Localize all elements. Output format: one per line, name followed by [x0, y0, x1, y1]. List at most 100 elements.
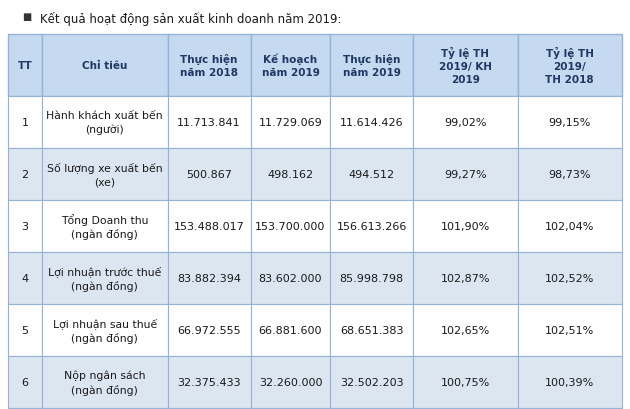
- Text: 83.882.394: 83.882.394: [177, 273, 241, 283]
- Text: 102,51%: 102,51%: [545, 325, 595, 335]
- Bar: [8, 304, 42, 356]
- Text: 498.162: 498.162: [267, 170, 314, 180]
- Text: 11.713.841: 11.713.841: [177, 118, 241, 128]
- Bar: [168, 356, 251, 408]
- Bar: [251, 97, 330, 148]
- Bar: [518, 97, 622, 148]
- Text: Nộp ngân sách
(ngàn đồng): Nộp ngân sách (ngàn đồng): [64, 370, 146, 395]
- Text: 4: 4: [21, 273, 28, 283]
- Bar: [8, 97, 42, 148]
- Text: 32.260.000: 32.260.000: [259, 377, 322, 387]
- Text: 85.998.798: 85.998.798: [340, 273, 404, 283]
- Text: 66.972.555: 66.972.555: [177, 325, 241, 335]
- Bar: [8, 35, 42, 97]
- Text: Tỷ lệ TH
2019/ KH
2019: Tỷ lệ TH 2019/ KH 2019: [439, 47, 492, 85]
- Text: Kế hoạch
năm 2019: Kế hoạch năm 2019: [261, 54, 319, 78]
- Bar: [518, 200, 622, 252]
- Bar: [168, 35, 251, 97]
- Bar: [42, 200, 168, 252]
- Text: 101,90%: 101,90%: [441, 221, 490, 231]
- Bar: [518, 356, 622, 408]
- Bar: [330, 408, 413, 409]
- Text: 11.729.069: 11.729.069: [258, 118, 323, 128]
- Bar: [413, 356, 518, 408]
- Bar: [8, 252, 42, 304]
- Text: Tỷ lệ TH
2019/
TH 2018: Tỷ lệ TH 2019/ TH 2018: [546, 47, 594, 85]
- Bar: [518, 304, 622, 356]
- Bar: [330, 148, 413, 200]
- Text: 11.614.426: 11.614.426: [340, 118, 404, 128]
- Bar: [8, 408, 42, 409]
- Text: 102,65%: 102,65%: [441, 325, 490, 335]
- Text: 100,39%: 100,39%: [545, 377, 595, 387]
- Text: Thực hiện
năm 2018: Thực hiện năm 2018: [180, 54, 238, 78]
- Text: 68.651.383: 68.651.383: [340, 325, 404, 335]
- Bar: [251, 356, 330, 408]
- Bar: [168, 148, 251, 200]
- Bar: [413, 148, 518, 200]
- Bar: [518, 408, 622, 409]
- Text: 500.867: 500.867: [186, 170, 232, 180]
- Text: 156.613.266: 156.613.266: [336, 221, 407, 231]
- Bar: [330, 200, 413, 252]
- Bar: [518, 148, 622, 200]
- Bar: [413, 35, 518, 97]
- Bar: [8, 148, 42, 200]
- Bar: [251, 200, 330, 252]
- Bar: [42, 304, 168, 356]
- Bar: [251, 148, 330, 200]
- Text: 83.602.000: 83.602.000: [259, 273, 322, 283]
- Bar: [330, 356, 413, 408]
- Bar: [413, 252, 518, 304]
- Bar: [8, 356, 42, 408]
- Text: 5: 5: [21, 325, 28, 335]
- Text: Lợi nhuận trước thuế
(ngàn đồng): Lợi nhuận trước thuế (ngàn đồng): [48, 265, 161, 291]
- Bar: [8, 200, 42, 252]
- Text: Số lượng xe xuất bến
(xe): Số lượng xe xuất bến (xe): [47, 162, 163, 187]
- Text: Chỉ tiêu: Chỉ tiêu: [82, 61, 127, 71]
- Bar: [330, 97, 413, 148]
- Text: 6: 6: [21, 377, 28, 387]
- Text: 3: 3: [21, 221, 28, 231]
- Bar: [413, 304, 518, 356]
- Text: TT: TT: [18, 61, 32, 71]
- Bar: [251, 35, 330, 97]
- Bar: [251, 252, 330, 304]
- Text: 32.502.203: 32.502.203: [340, 377, 404, 387]
- Text: 32.375.433: 32.375.433: [177, 377, 241, 387]
- Text: 2: 2: [21, 170, 28, 180]
- Bar: [42, 356, 168, 408]
- Bar: [42, 35, 168, 97]
- Text: 102,52%: 102,52%: [545, 273, 595, 283]
- Bar: [168, 252, 251, 304]
- Bar: [330, 304, 413, 356]
- Bar: [168, 304, 251, 356]
- Bar: [251, 408, 330, 409]
- Bar: [42, 148, 168, 200]
- Bar: [42, 97, 168, 148]
- Bar: [413, 408, 518, 409]
- Text: Hành khách xuất bến
(người): Hành khách xuất bến (người): [47, 111, 163, 135]
- Text: 99,02%: 99,02%: [444, 118, 487, 128]
- Text: 99,15%: 99,15%: [549, 118, 591, 128]
- Bar: [251, 304, 330, 356]
- Bar: [42, 408, 168, 409]
- Text: 100,75%: 100,75%: [441, 377, 490, 387]
- Bar: [413, 97, 518, 148]
- Bar: [168, 97, 251, 148]
- Bar: [518, 252, 622, 304]
- Text: 102,87%: 102,87%: [440, 273, 490, 283]
- Bar: [330, 252, 413, 304]
- Text: 153.488.017: 153.488.017: [174, 221, 244, 231]
- Text: 66.881.600: 66.881.600: [259, 325, 322, 335]
- Bar: [168, 408, 251, 409]
- Text: 98,73%: 98,73%: [549, 170, 591, 180]
- Bar: [42, 252, 168, 304]
- Bar: [168, 200, 251, 252]
- Text: Tổng Doanh thu
(ngàn đồng): Tổng Doanh thu (ngàn đồng): [61, 213, 149, 240]
- Text: 494.512: 494.512: [349, 170, 395, 180]
- Text: 102,04%: 102,04%: [545, 221, 595, 231]
- Text: 153.700.000: 153.700.000: [255, 221, 326, 231]
- Bar: [330, 35, 413, 97]
- Text: Thực hiện
năm 2019: Thực hiện năm 2019: [343, 54, 401, 78]
